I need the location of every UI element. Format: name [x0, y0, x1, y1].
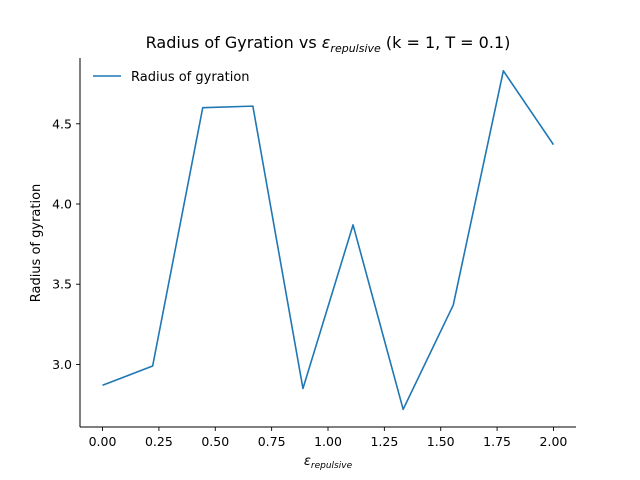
- title-symbol: ε: [322, 33, 331, 52]
- chart-title: Radius of Gyration vs εrepulsive (k = 1,…: [146, 33, 511, 55]
- x-tick-label: 1.00: [314, 434, 342, 449]
- x-tick-label: 0.75: [258, 434, 286, 449]
- xlabel-subscript: repulsive: [311, 461, 353, 471]
- y-tick-label: 3.5: [52, 277, 72, 292]
- y-tick-label: 3.0: [52, 357, 72, 372]
- y-ticks: 3.0 3.5 4.0 4.5: [52, 116, 80, 372]
- legend: Radius of gyration: [93, 70, 250, 85]
- y-tick-label: 4.0: [52, 196, 72, 211]
- title-subscript: repulsive: [330, 42, 381, 55]
- x-axis-label: εrepulsive: [304, 454, 353, 471]
- series-line: [102, 70, 555, 411]
- series-layer: [102, 70, 555, 411]
- x-tick-label: 0.25: [145, 434, 173, 449]
- x-tick-label: 0.00: [89, 434, 117, 449]
- y-tick-label: 4.5: [52, 116, 72, 131]
- x-tick-label: 1.75: [483, 434, 511, 449]
- title-prefix: Radius of Gyration vs: [146, 33, 322, 52]
- title-suffix: (k = 1, T = 0.1): [381, 33, 511, 52]
- x-tick-label: 1.25: [370, 434, 398, 449]
- xlabel-symbol: ε: [304, 454, 311, 469]
- legend-label: Radius of gyration: [131, 70, 250, 85]
- x-tick-label: 0.50: [201, 434, 229, 449]
- x-tick-label: 2.00: [540, 434, 568, 449]
- x-ticks: 0.00 0.25 0.50 0.75 1.00 1.25 1.50 1.75 2.00: [89, 427, 568, 449]
- x-tick-label: 1.50: [427, 434, 455, 449]
- y-axis-label: Radius of gyration: [29, 184, 44, 303]
